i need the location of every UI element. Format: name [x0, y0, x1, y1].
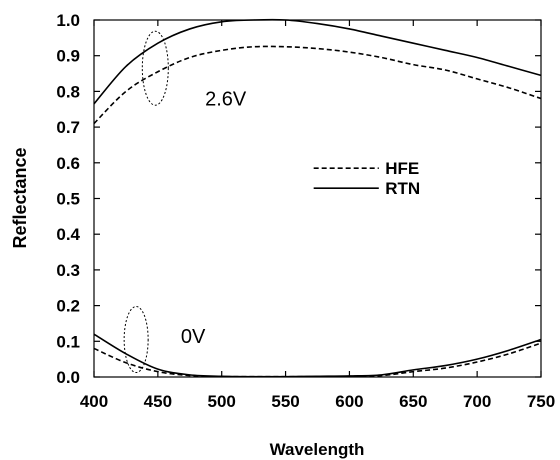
y-tick-label: 0.0 [56, 368, 80, 387]
x-tick-label: 600 [335, 392, 363, 411]
y-tick-label: 0.8 [56, 82, 80, 101]
series-line-hfe-2-6v [93, 45, 542, 125]
annotation-layer: 2.6V 0V [123, 30, 247, 374]
series-layer [93, 18, 542, 378]
legend-label-hfe: HFE [385, 159, 419, 178]
y-tick-label: 0.5 [56, 190, 80, 209]
y-tick-label: 0.3 [56, 261, 80, 280]
y-tick-label: 1.0 [56, 11, 80, 30]
y-tick-label: 0.4 [56, 225, 80, 244]
y-axis-ticks: 0.0 0.1 0.2 0.3 0.4 0.5 0.6 0.7 0.8 0.9 1.0 [56, 11, 541, 387]
legend-label-rtn: RTN [385, 179, 420, 198]
y-tick-label: 0.2 [56, 297, 80, 316]
x-axis-label: Wavelength [270, 440, 365, 459]
x-axis-ticks: 400 450 500 550 600 650 700 750 [80, 20, 555, 411]
x-tick-label: 500 [208, 392, 236, 411]
x-tick-label: 650 [399, 392, 427, 411]
series-line-hfe-0v [93, 342, 542, 378]
x-tick-label: 550 [271, 392, 299, 411]
y-tick-label: 0.1 [56, 332, 80, 351]
y-tick-label: 0.7 [56, 118, 80, 137]
y-tick-label: 0.9 [56, 47, 80, 66]
x-tick-label: 700 [463, 392, 491, 411]
y-tick-label: 0.6 [56, 154, 80, 173]
x-tick-label: 750 [527, 392, 555, 411]
series-line-rtn-2-6v [93, 18, 542, 105]
plot-frame [93, 19, 542, 378]
y-axis-label: Reflectance [10, 147, 30, 248]
annotation-label-2-6v: 2.6V [205, 89, 247, 111]
annotation-ellipse-0v [123, 306, 149, 374]
series-line-rtn-0v [93, 333, 542, 378]
plot-area-border [93, 19, 542, 378]
x-tick-label: 400 [80, 392, 108, 411]
annotation-label-0v: 0V [181, 326, 206, 348]
x-tick-label: 450 [144, 392, 172, 411]
annotation-ellipse-2-6v [141, 30, 169, 106]
